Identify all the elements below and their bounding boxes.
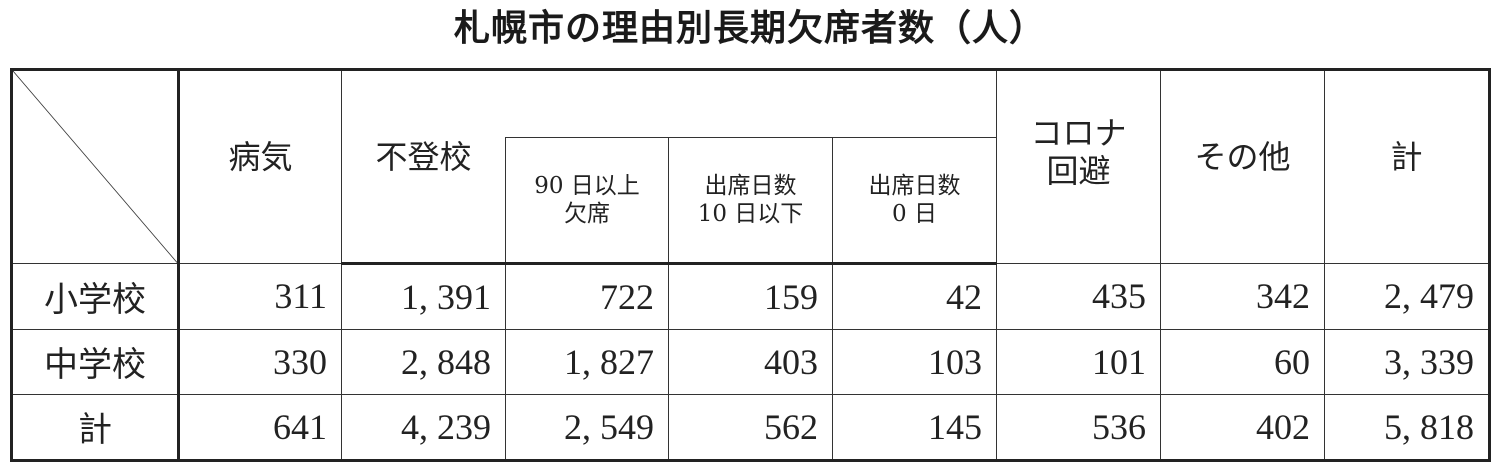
absence-table: 病気 コロナ 回避 その他 計 不登校 90 日以上 欠席 出席日数 10 日以… [10, 68, 1492, 462]
cell: 5, 818 [1324, 393, 1491, 461]
cell: 101 [996, 328, 1162, 395]
header-futoko-label: 不登校 [341, 137, 506, 265]
cell: 330 [178, 328, 342, 395]
header-other: その他 [1160, 69, 1326, 264]
row-label: 計 [11, 393, 180, 461]
table-row: 計 641 4, 239 2, 549 562 145 536 402 5, 8… [11, 393, 1491, 461]
header-futoko [341, 69, 506, 138]
cell: 103 [831, 328, 998, 395]
cell: 311 [178, 262, 342, 330]
cell: 145 [831, 393, 998, 461]
row-label: 小学校 [11, 262, 180, 330]
cell: 342 [1160, 262, 1326, 330]
cell: 2, 549 [505, 393, 669, 461]
diagonal-line [13, 71, 177, 263]
table-row: 小学校 311 1, 391 722 159 42 435 342 2, 479 [11, 262, 1491, 330]
header-90days: 90 日以上 欠席 [505, 137, 669, 265]
cell: 435 [996, 262, 1162, 330]
cell: 722 [505, 262, 669, 330]
header-0days: 出席日数 0 日 [831, 137, 998, 265]
cell: 1, 827 [505, 328, 669, 395]
header-illness: 病気 [178, 69, 342, 264]
cell: 2, 848 [341, 328, 506, 395]
row-label: 中学校 [11, 328, 180, 395]
header-10days: 出席日数 10 日以下 [668, 137, 833, 265]
cell: 60 [1160, 328, 1326, 395]
corner-cell [11, 69, 180, 264]
cell: 1, 391 [341, 262, 506, 330]
cell: 3, 339 [1324, 328, 1491, 395]
cell: 42 [831, 262, 998, 330]
cell: 536 [996, 393, 1162, 461]
cell: 403 [668, 328, 833, 395]
table-title: 札幌市の理由別長期欠席者数（人） [453, 8, 1046, 49]
header-corona: コロナ 回避 [996, 69, 1162, 264]
cell: 402 [1160, 393, 1326, 461]
table-row: 中学校 330 2, 848 1, 827 403 103 101 60 3, … [11, 328, 1491, 395]
header-total: 計 [1324, 69, 1491, 264]
cell: 641 [178, 393, 342, 461]
cell: 4, 239 [341, 393, 506, 461]
header-futoko-span [505, 69, 998, 138]
cell: 2, 479 [1324, 262, 1491, 330]
cell: 562 [668, 393, 833, 461]
cell: 159 [668, 262, 833, 330]
